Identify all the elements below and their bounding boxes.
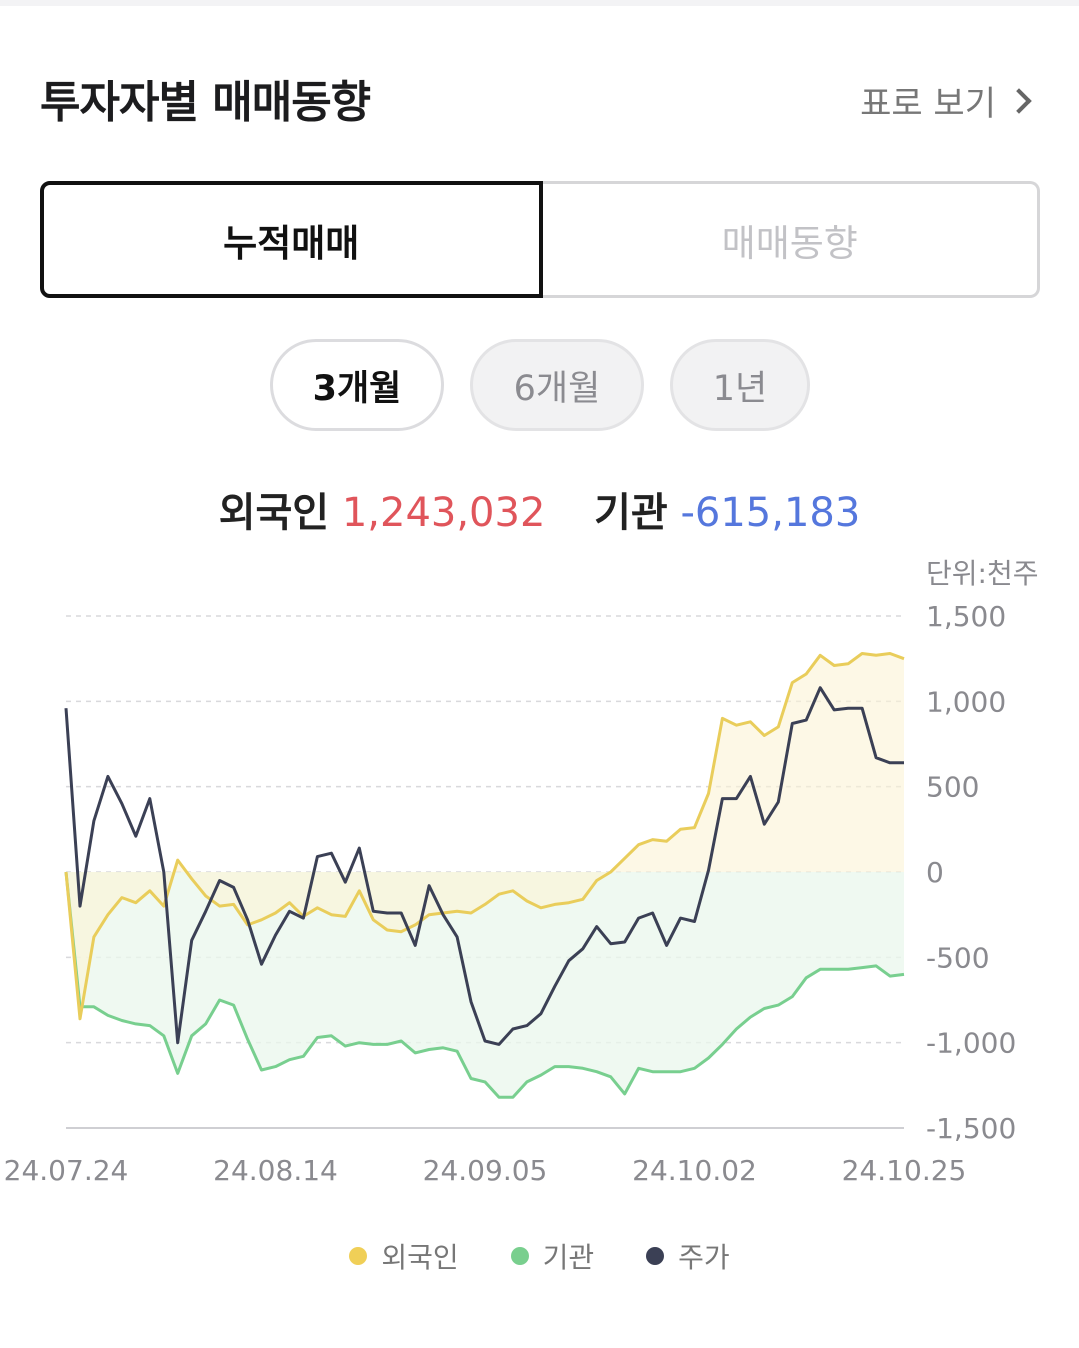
- y-tick-label: -1,500: [926, 1112, 1016, 1145]
- legend-dot-icon: [349, 1247, 368, 1265]
- legend-dot-icon: [646, 1247, 665, 1265]
- period-selector: 3개월 6개월 1년: [0, 339, 1079, 431]
- x-tick-label: 24.10.02: [632, 1154, 757, 1187]
- section-header: 투자자별 매매동향 표로 보기: [40, 66, 1040, 128]
- y-tick-label: -1,000: [926, 1027, 1016, 1060]
- foreign-line: [64, 652, 905, 1021]
- chart-legend: 외국인 기관 주가: [0, 1236, 1079, 1276]
- tab-trading-trend[interactable]: 매매동향: [542, 181, 1040, 298]
- table-view-label: 표로 보기: [860, 84, 996, 124]
- y-tick-label: 500: [926, 771, 979, 804]
- y-tick-label: 1,000: [926, 685, 1006, 718]
- period-6m-button[interactable]: 6개월: [470, 339, 644, 431]
- y-tick-label: 1,500: [926, 600, 1006, 633]
- legend-label: 주가: [678, 1241, 730, 1274]
- institution-label: 기관: [594, 490, 668, 536]
- legend-dot-icon: [510, 1247, 529, 1265]
- period-1y-button[interactable]: 1년: [670, 339, 810, 431]
- tab-cumulative[interactable]: 누적매매: [40, 181, 543, 298]
- legend-item-price: 주가: [646, 1236, 730, 1276]
- table-view-link[interactable]: 표로 보기: [860, 76, 1040, 125]
- foreign-value: 1,243,032: [341, 490, 546, 536]
- y-tick-label: 0: [926, 856, 944, 889]
- institution-area: [66, 872, 904, 1098]
- net-summary: 외국인 1,243,032 기관 -615,183: [0, 480, 1079, 538]
- institution-line: [64, 871, 905, 1099]
- x-tick-label: 24.08.14: [213, 1154, 338, 1187]
- top-divider: [0, 0, 1079, 6]
- section-title: 투자자별 매매동향: [40, 77, 371, 128]
- chevron-right-icon: [1006, 87, 1032, 114]
- y-tick-label: -500: [926, 941, 990, 974]
- cumulative-chart: 1,500 1,000 500 0 -500 -1,000 -1,500 24.07.24 24…: [4, 600, 1017, 1187]
- institution-value: -615,183: [680, 490, 861, 536]
- legend-item-foreign: 외국인: [349, 1236, 459, 1276]
- foreign-label: 외국인: [218, 490, 330, 536]
- period-3m-button[interactable]: 3개월: [270, 339, 444, 431]
- x-tick-label: 24.10.25: [842, 1154, 967, 1187]
- legend-item-institution: 기관: [510, 1236, 595, 1276]
- unit-label: 단위:천주: [926, 557, 1039, 590]
- price-line: [64, 686, 904, 1046]
- x-tick-label: 24.09.05: [423, 1154, 548, 1187]
- legend-label: 기관: [542, 1241, 595, 1274]
- legend-label: 외국인: [381, 1241, 459, 1274]
- view-tabs: 누적매매 매매동향: [40, 181, 1040, 298]
- x-tick-label: 24.07.24: [4, 1154, 129, 1187]
